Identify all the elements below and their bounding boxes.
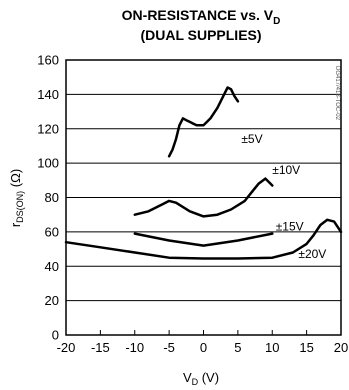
y-tick-label: 160	[37, 53, 59, 68]
x-tick-label: -5	[163, 340, 175, 355]
y-tick-label: 60	[45, 224, 59, 239]
y-tick-label: 20	[45, 293, 59, 308]
y-tick-label: 40	[45, 259, 59, 274]
y-tick-label: 140	[37, 87, 59, 102]
grid	[65, 59, 342, 336]
annotations: ±5V ±10V ±15V ±20V	[241, 132, 326, 261]
x-tick-labels: -20 -15 -10 -5 0 5 10 15 20	[57, 340, 349, 355]
y-tick-label: 80	[45, 190, 59, 205]
y-tick-label: 100	[37, 156, 59, 171]
x-tick-label: 15	[299, 340, 313, 355]
x-tick-label: 0	[200, 340, 207, 355]
y-tick-labels: 0 20 40 60 80 100 120 140 160	[37, 53, 59, 343]
series-line-0	[167, 86, 240, 158]
x-tick-label: -20	[57, 340, 76, 355]
plot-frame	[65, 59, 342, 336]
x-tick-label: 5	[234, 340, 241, 355]
chart-subtitle: (DUAL SUPPLIES)	[140, 27, 261, 43]
series-annotation: ±5V	[241, 132, 262, 146]
x-tick-label: 10	[265, 340, 279, 355]
figure-code: DG417/418-TOC-02	[334, 66, 340, 121]
series-line-1	[133, 177, 274, 218]
chart-title: ON-RESISTANCE vs. VD	[122, 7, 281, 27]
series-line-3	[64, 218, 343, 260]
x-tick-label: 20	[334, 340, 348, 355]
y-tick-label: 120	[37, 121, 59, 136]
y-tick-label: 0	[52, 328, 59, 343]
series-line-2	[133, 232, 274, 247]
x-axis-label: VD (V)	[183, 370, 219, 387]
series-annotation: ±15V	[276, 220, 304, 234]
series-annotation: ±20V	[298, 247, 326, 261]
y-axis-label: rDS(ON) (Ω)	[8, 169, 25, 227]
series-annotation: ±10V	[272, 163, 300, 177]
x-tick-label: -15	[91, 340, 110, 355]
chart-title-sub: D	[273, 16, 280, 27]
x-tick-label: -10	[125, 340, 144, 355]
curves	[64, 86, 343, 260]
